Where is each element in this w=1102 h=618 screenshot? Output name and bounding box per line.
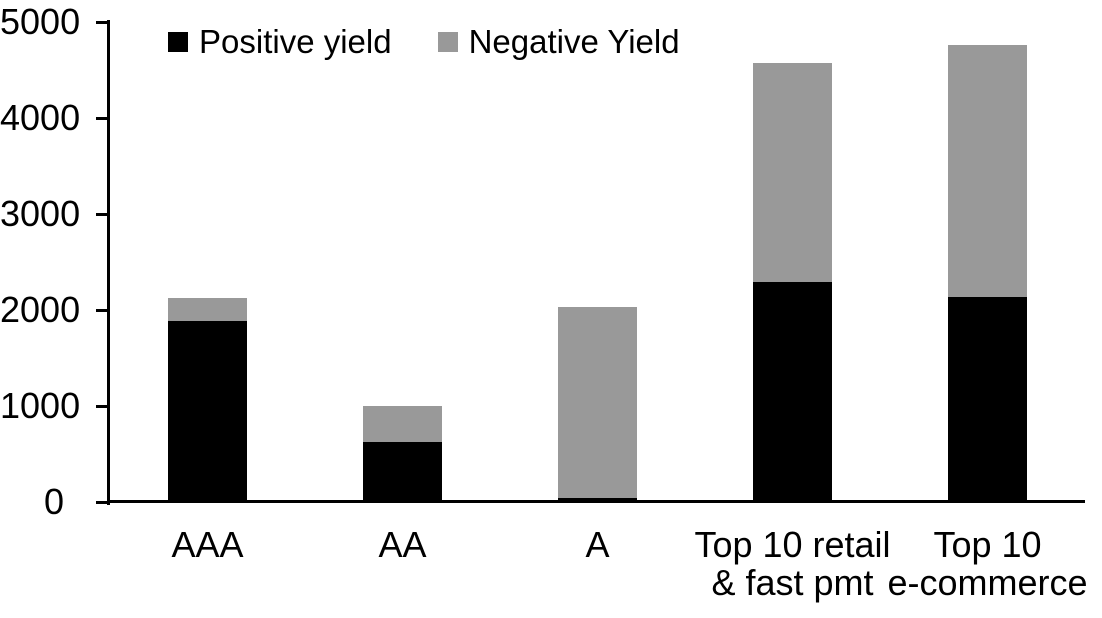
y-tick-label: 0 [43,481,64,522]
y-tick-label: 5000 [0,1,81,42]
legend-swatch-icon [437,32,458,52]
bar-aaa-positive-segment [168,320,247,502]
x-category-label-top-10-e-commerce: Top 10 e-commerce [887,524,1088,604]
y-tick-label: 1000 [0,385,81,426]
bar-top-10-e-commerce [948,22,1027,502]
x-category-label-a: A [585,524,610,565]
legend-label: Negative Yield [468,23,680,60]
x-category-label-aaa: AAA [171,524,244,565]
y-axis-tick [96,116,107,120]
bar-top-10-retail-fast-pmt-positive-segment [753,282,832,502]
bar-top-10-retail-fast-pmt [753,22,832,502]
bar-aaa [168,22,247,502]
legend-label: Positive yield [199,23,392,60]
bar-top-10-e-commerce-negative-segment [948,45,1027,297]
y-axis-tick [96,212,107,216]
chart-legend: Positive yield Negative Yield [168,22,680,62]
x-category-label-top-10-retail-fast-pmt: Top 10 retail & fast pmt [694,524,891,604]
bar-a-negative-segment [558,307,637,499]
y-tick-label: 4000 [0,97,81,138]
bar-aaa-negative-segment [168,298,247,321]
y-axis-tick [96,20,107,24]
x-category-label-aa: AA [378,524,427,565]
y-axis-tick [96,404,107,408]
bar-aa-negative-segment [363,406,442,443]
y-tick-label: 2000 [0,289,81,330]
legend-item-negative-yield: Negative Yield [437,22,680,62]
y-axis-tick [96,308,107,312]
y-axis-tick [96,500,107,504]
bar-a [558,22,637,502]
y-axis-line [107,20,110,505]
bar-aa [363,22,442,502]
bar-top-10-e-commerce-positive-segment [948,296,1027,502]
bar-aa-positive-segment [363,442,442,502]
y-tick-label: 3000 [0,193,81,234]
legend-swatch-icon [168,32,188,52]
plot-area [96,20,1085,505]
bar-top-10-retail-fast-pmt-negative-segment [753,63,832,283]
bar-a-positive-segment [558,498,637,502]
legend-item-positive-yield: Positive yield [168,22,392,62]
